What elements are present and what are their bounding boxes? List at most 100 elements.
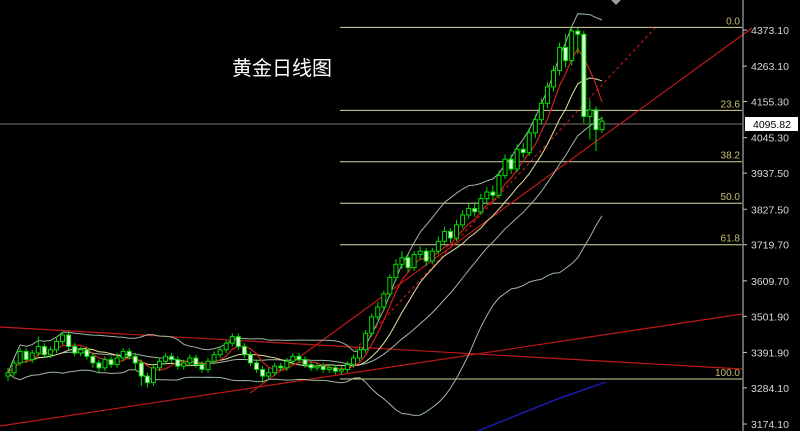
candle-body	[254, 362, 260, 370]
candle	[296, 353, 302, 363]
candle-body	[120, 350, 126, 359]
candle-body	[41, 345, 47, 356]
candle	[272, 362, 278, 377]
candle-body	[314, 365, 320, 369]
candle	[454, 219, 460, 242]
candle-body	[296, 355, 302, 361]
steep-rising-trendline	[249, 27, 753, 394]
descending-trendline	[0, 326, 743, 370]
candle	[144, 372, 150, 388]
candle	[163, 353, 169, 365]
candle	[526, 127, 532, 156]
candle	[96, 359, 102, 373]
candle-body	[150, 367, 156, 384]
candle-body	[387, 276, 393, 295]
candle	[393, 259, 399, 281]
fibonacci-retracement: 0.0 23.6 38.2 50.0 61.8 100.0	[340, 16, 742, 380]
fib-level-label: 61.8	[721, 234, 741, 245]
candle-body	[72, 345, 78, 354]
price-axis: 4373.10 4263.10 4155.30 4045.30 3937.50 3827.…	[743, 25, 789, 431]
candle-body	[284, 360, 290, 369]
candle	[551, 65, 557, 92]
candle-body	[278, 365, 284, 369]
candle-body	[157, 360, 163, 369]
candle	[278, 362, 284, 372]
y-tick-label: 3827.50	[751, 204, 789, 216]
bollinger-lower-line	[7, 215, 603, 416]
dashed-channel-line	[354, 27, 656, 351]
candle-body	[96, 362, 102, 369]
y-tick-label: 3719.70	[751, 240, 789, 252]
candle	[126, 348, 132, 360]
candle	[502, 154, 508, 179]
candle	[60, 331, 66, 345]
candle-body	[599, 120, 605, 131]
candle	[332, 364, 338, 375]
candle-body	[593, 109, 599, 131]
candle-body	[11, 362, 17, 374]
candle-body	[350, 357, 356, 366]
candle	[344, 361, 350, 373]
candle-body	[326, 367, 332, 370]
candle-body	[308, 364, 314, 369]
candle	[381, 290, 387, 311]
candle-body	[84, 349, 90, 357]
candle-body	[496, 175, 502, 196]
candle	[223, 339, 229, 354]
candle-body	[411, 253, 417, 269]
candle	[78, 346, 84, 357]
candle	[120, 348, 126, 362]
current-price-tag: 4095.82	[745, 117, 798, 131]
candle-body	[199, 364, 205, 370]
candle-body	[187, 357, 193, 364]
candle	[350, 354, 356, 368]
y-tick-label: 3501.90	[751, 311, 789, 323]
candle-body	[447, 230, 453, 239]
candles	[5, 27, 605, 388]
candle-body	[23, 350, 29, 361]
candle	[375, 302, 381, 321]
candle	[593, 106, 599, 151]
candle	[284, 357, 290, 372]
candle-body	[229, 336, 235, 344]
candle-body	[478, 198, 484, 213]
candle	[496, 170, 502, 199]
candle-body	[223, 342, 229, 351]
fib-level-label: 100.0	[715, 368, 740, 379]
candle	[254, 359, 260, 373]
candle-body	[235, 336, 241, 347]
candle	[326, 364, 332, 373]
candle-body	[17, 350, 23, 364]
candle	[302, 356, 308, 368]
candle-body	[508, 158, 514, 170]
candle-body	[587, 109, 593, 117]
candle	[484, 187, 490, 204]
candle	[211, 351, 217, 365]
scroll-marker-icon[interactable]	[611, 0, 621, 5]
y-tick-label: 4155.30	[751, 97, 789, 109]
candle	[260, 366, 266, 383]
bollinger-middle-line	[7, 117, 603, 374]
candle-body	[490, 191, 496, 196]
y-tick-label: 3284.10	[751, 383, 789, 395]
candle	[157, 357, 163, 372]
candle	[181, 359, 187, 370]
candle-body	[332, 367, 338, 372]
ma10-line	[7, 77, 603, 374]
candle-body	[266, 372, 272, 377]
y-tick-label: 4045.30	[751, 133, 789, 145]
candle-body	[78, 349, 84, 354]
candle	[266, 367, 272, 380]
candle	[387, 274, 393, 298]
candle	[429, 247, 435, 265]
candle-body	[423, 250, 429, 262]
candle	[11, 359, 17, 377]
candle	[199, 361, 205, 373]
candle-body	[29, 352, 35, 361]
candle	[169, 353, 175, 363]
candle-body	[460, 214, 466, 226]
candle-body	[47, 349, 53, 356]
candle-body	[193, 357, 199, 366]
candle-body	[417, 250, 423, 255]
